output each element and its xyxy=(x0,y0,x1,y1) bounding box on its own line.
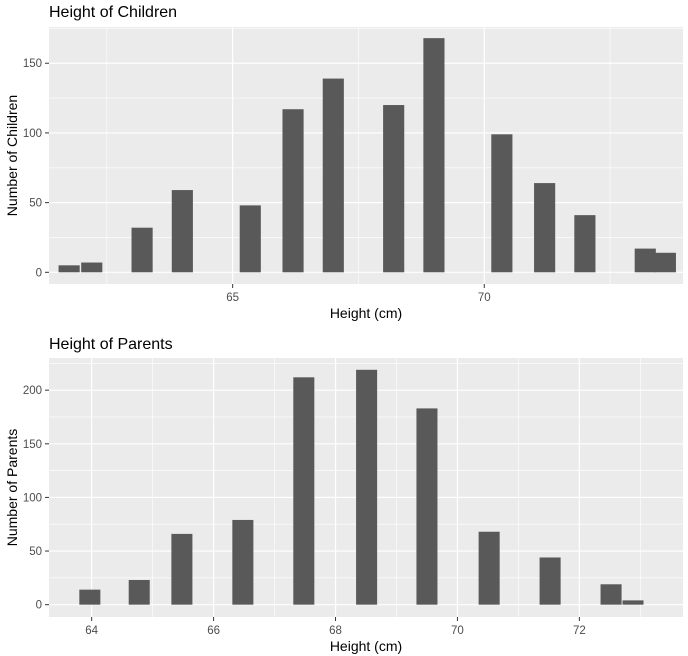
histogram-bar xyxy=(58,265,80,273)
y-tick-label: 0 xyxy=(36,600,42,612)
histogram-bar xyxy=(131,227,153,273)
x-tick-label: 65 xyxy=(226,292,239,304)
histogram-bar xyxy=(81,262,103,273)
y-tick-label: 50 xyxy=(29,546,42,558)
histogram-bar xyxy=(423,38,445,273)
histogram-bar xyxy=(293,377,315,605)
histogram-bar xyxy=(491,134,513,273)
histogram-bar xyxy=(478,531,500,605)
chart-panel-1: 65 70 0 50 100 150 Height of Children Height (c… xyxy=(4,4,683,321)
y-tick-label: 200 xyxy=(23,385,42,397)
histogram-bar xyxy=(171,533,193,605)
histogram-bar xyxy=(232,519,254,605)
histogram-bar xyxy=(600,584,622,605)
y-axis-label: Number of Children xyxy=(4,95,20,216)
histogram-bar xyxy=(171,190,193,273)
histogram-bar xyxy=(574,215,596,273)
x-tick-label: 68 xyxy=(329,625,342,637)
y-tick-label: 50 xyxy=(29,198,42,210)
histogram-bar xyxy=(622,600,644,605)
y-axis-label: Number of Parents xyxy=(4,429,20,547)
histogram-bar xyxy=(322,78,344,273)
chart-title: Height of Children xyxy=(49,4,177,21)
histogram-bar xyxy=(356,369,378,605)
x-tick-label: 72 xyxy=(573,625,586,637)
chart-panel-2: 64 66 68 70 72 0 50 100 150 200 Height of Parents H… xyxy=(4,336,683,654)
y-tick-label: 0 xyxy=(36,267,42,279)
histogram-bar xyxy=(239,205,261,273)
histogram-bar xyxy=(282,109,304,273)
histogram-bar xyxy=(79,589,101,605)
x-axis-label: Height (cm) xyxy=(330,305,402,321)
histogram-bar xyxy=(534,183,556,273)
x-tick-label: 70 xyxy=(451,625,464,637)
histogram-bar xyxy=(128,580,150,605)
histogram-bar xyxy=(654,252,676,273)
y-tick-label: 100 xyxy=(23,492,42,504)
y-tick-label: 150 xyxy=(23,439,42,451)
x-tick-label: 66 xyxy=(207,625,220,637)
histogram-bar xyxy=(383,105,405,273)
x-tick-label: 70 xyxy=(478,292,491,304)
histogram-bar xyxy=(539,557,561,605)
chart-title: Height of Parents xyxy=(49,336,173,353)
histogram-bar xyxy=(634,248,656,273)
histogram-bar xyxy=(416,408,438,605)
y-tick-label: 100 xyxy=(23,128,42,140)
x-tick-label: 64 xyxy=(85,625,98,637)
y-tick-label: 150 xyxy=(23,58,42,70)
x-axis-label: Height (cm) xyxy=(330,638,402,654)
